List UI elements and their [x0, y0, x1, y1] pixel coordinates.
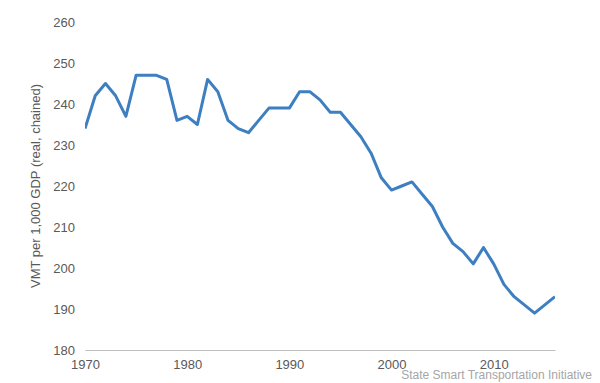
- plot: 180 190 200 210 220 230 240 250 2601970 1980 1990 2…: [53, 15, 555, 373]
- y-tick: 230: [53, 138, 85, 153]
- y-tick: 190: [53, 302, 85, 317]
- x-tick-label: 1980: [173, 357, 202, 372]
- y-tick: 240: [53, 97, 85, 112]
- y-tick: 210: [53, 220, 85, 235]
- y-tick: 200: [53, 261, 85, 276]
- y-tick: 220: [53, 179, 85, 194]
- series-group: [85, 75, 555, 313]
- x-tick-label: 1990: [275, 357, 304, 372]
- y-tick-label: 200: [53, 261, 75, 276]
- x-tick-label: 1970: [71, 357, 100, 372]
- y-tick-label: 230: [53, 138, 75, 153]
- y-tick-label: 210: [53, 220, 75, 235]
- y-tick-label: 240: [53, 97, 75, 112]
- y-axis: 180 190 200 210 220 230 240 250 260: [53, 15, 85, 358]
- y-tick: 250: [53, 56, 85, 71]
- y-tick-label: 180: [53, 343, 75, 358]
- y-tick-label: 260: [53, 15, 75, 30]
- y-tick-label: 220: [53, 179, 75, 194]
- x-tick: 1980: [173, 350, 202, 372]
- y-tick-label: 190: [53, 302, 75, 317]
- y-tick: 180: [53, 343, 85, 358]
- y-tick-label: 250: [53, 56, 75, 71]
- x-tick: 1970: [71, 350, 100, 372]
- y-axis-title: VMT per 1,000 GDP (real, chained): [28, 84, 43, 288]
- y-axis-line: [85, 23, 86, 351]
- chart: 180 190 200 210 220 230 240 250 2601970 1980 1990 2…: [0, 0, 600, 383]
- x-tick: 1990: [275, 350, 304, 372]
- y-tick: 260: [53, 15, 85, 30]
- x-axis-line: [86, 350, 556, 351]
- series-line: [85, 75, 555, 313]
- source: State Smart Transportation Initiative: [401, 368, 592, 382]
